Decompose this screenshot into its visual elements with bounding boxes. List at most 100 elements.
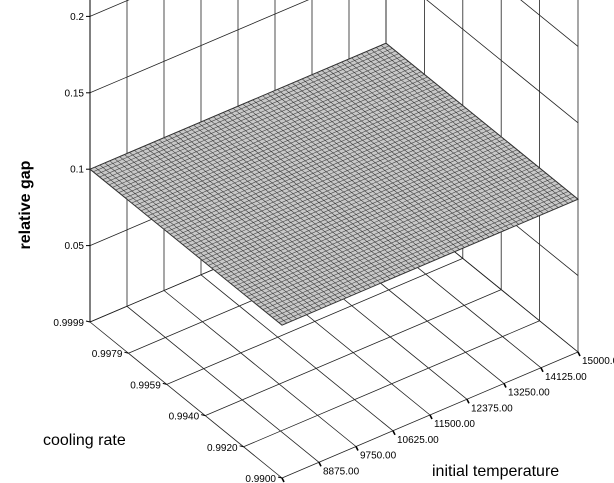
- surface-mesh-line: [233, 159, 531, 287]
- x-tick-label: 12375.00: [471, 403, 513, 414]
- surface-mesh-line: [205, 136, 502, 264]
- x-tick-mark: [540, 367, 544, 373]
- surface-mesh-line: [93, 45, 390, 173]
- surface-mesh-line: [173, 110, 470, 238]
- x-tick-mark: [429, 414, 433, 420]
- y-tick-label: 0.9920: [207, 443, 238, 454]
- surface-mesh-line: [265, 185, 563, 313]
- y-tick-label: 0.9940: [169, 412, 200, 423]
- surface-mesh-line: [163, 102, 460, 230]
- surface-mesh-line: [182, 118, 479, 245]
- surface-mesh-line: [166, 105, 463, 232]
- x-axis-title: initial temperature: [432, 463, 559, 480]
- x-tick-mark: [503, 383, 507, 388]
- surface-mesh-line: [243, 167, 540, 295]
- surface-mesh-line: [192, 126, 489, 253]
- floor-grid-line: [166, 258, 463, 385]
- z-axis-title: relative gap: [17, 160, 34, 249]
- z-tick-label: 0.2: [70, 12, 84, 23]
- surface-mesh-line: [256, 178, 553, 305]
- surface-mesh: [89, 42, 579, 326]
- surface-mesh-line: [253, 175, 550, 303]
- floor-grid-line: [163, 290, 357, 447]
- surface-mesh-line: [272, 191, 569, 318]
- surface-mesh-line: [112, 61, 409, 188]
- back-wall-grid-line: [89, 0, 310, 94]
- surface-mesh-line: [240, 165, 537, 292]
- surface-mesh-line: [224, 152, 521, 279]
- surface-mesh-line: [217, 146, 515, 274]
- y-tick-label: 0.9979: [92, 349, 123, 360]
- surface-mesh-line: [131, 76, 428, 204]
- x-tick-label: 14125.00: [545, 372, 587, 383]
- surface-mesh-line: [169, 107, 467, 235]
- x-tick-label: 11500.00: [434, 419, 475, 430]
- x-tick-label: 8875.00: [323, 466, 360, 477]
- floor-grid-line: [205, 289, 502, 416]
- surface-mesh-line: [269, 188, 566, 316]
- floor-grid-line: [126, 305, 320, 463]
- surface-mesh-line: [179, 115, 476, 243]
- x-tick-mark: [577, 351, 581, 357]
- surface-mesh-line: [118, 66, 415, 193]
- y-tick-mark: [162, 382, 167, 385]
- side-wall-grid-line: [520, 0, 579, 47]
- x-tick-mark: [318, 461, 322, 467]
- y-tick-mark: [239, 445, 244, 448]
- surface-mesh-line: [102, 53, 399, 180]
- surface-mesh-line: [105, 55, 403, 183]
- surface-mesh-line: [246, 170, 543, 297]
- surface-mesh-line: [262, 183, 559, 310]
- z-tick-label: 0.1: [70, 165, 84, 176]
- surface-mesh-line: [198, 131, 495, 258]
- surface-mesh-line: [115, 63, 412, 191]
- surface-mesh-line: [141, 84, 438, 212]
- y-tick-mark: [124, 351, 129, 354]
- surface-mesh-line: [195, 128, 492, 256]
- surface-mesh-line: [96, 48, 393, 175]
- surface-mesh-line: [278, 196, 575, 323]
- surface-mesh-line: [176, 113, 473, 240]
- surface-mesh-line: [128, 74, 425, 201]
- surface-mesh-line: [125, 71, 422, 199]
- z-tick-label: 0.05: [65, 241, 85, 252]
- floor-grid-line: [200, 274, 394, 432]
- surface-mesh-line: [189, 123, 486, 251]
- surface-mesh-line: [160, 100, 457, 227]
- surface-mesh-line: [230, 157, 527, 284]
- x-tick-mark: [355, 446, 359, 451]
- surface-mesh-line: [185, 120, 483, 248]
- x-tick-mark: [392, 430, 396, 436]
- tick-marks: 0.050.10.150.20.250.99000.99200.99400.99…: [53, 12, 614, 483]
- surface-mesh-line: [211, 141, 508, 269]
- y-tick-label: 0.9900: [245, 474, 276, 483]
- surface-mesh-line: [214, 144, 511, 271]
- x-tick-mark: [281, 477, 285, 483]
- surface-mesh-line: [221, 149, 518, 277]
- x-tick-label: 9750.00: [360, 451, 397, 462]
- surface-mesh-line: [147, 89, 444, 217]
- surface-mesh-line: [157, 97, 454, 225]
- surface-mesh-line: [121, 68, 419, 196]
- x-tick-label: 13250.00: [508, 388, 550, 399]
- surface-mesh-line: [137, 81, 435, 209]
- floor-grid-line: [89, 321, 283, 479]
- side-wall-grid-line: [426, 0, 579, 124]
- surface-mesh-line: [144, 87, 441, 214]
- surface-mesh-line: [150, 92, 447, 219]
- surface-mesh-line: [227, 154, 524, 282]
- surface-mesh-line: [109, 58, 406, 186]
- surface-mesh-line: [153, 94, 451, 222]
- x-tick-label: 10625.00: [397, 435, 439, 446]
- surface-mesh-line: [99, 50, 396, 178]
- y-tick-mark: [277, 476, 283, 479]
- x-tick-label: 15000.00: [582, 356, 614, 367]
- y-axis-title: cooling rate: [43, 432, 126, 449]
- surface-mesh-line: [201, 133, 499, 261]
- y-tick-label: 0.9959: [130, 380, 161, 391]
- surface-mesh-line: [259, 180, 556, 308]
- y-tick-label: 0.9999: [53, 318, 84, 329]
- surface-mesh-line: [275, 193, 572, 321]
- surface-mesh-line: [134, 79, 431, 206]
